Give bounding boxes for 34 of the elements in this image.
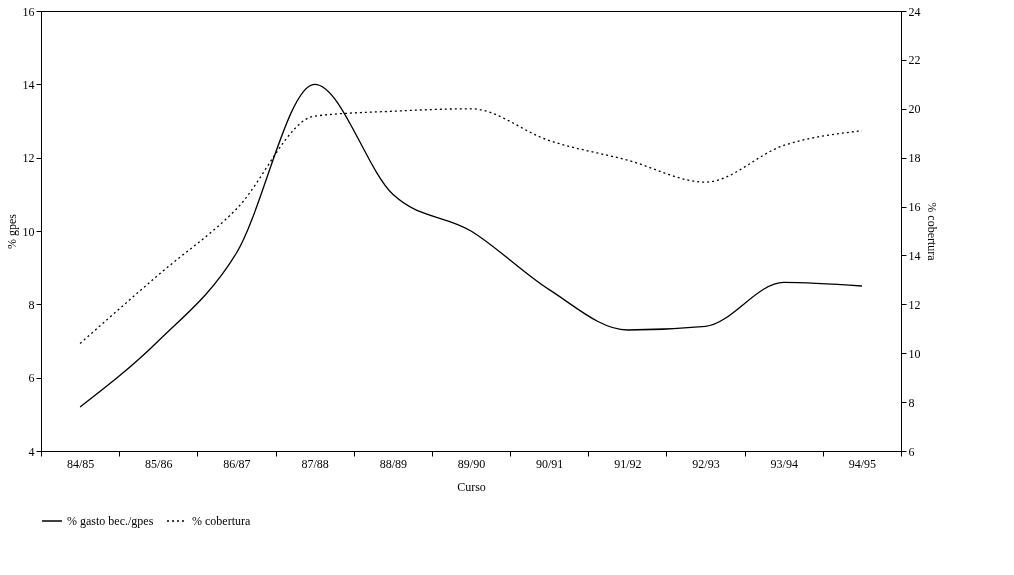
y2-tick-label: 22	[908, 53, 921, 68]
x-tick-label: 93/94	[770, 456, 798, 471]
x-axis-title: Curso	[457, 479, 486, 494]
y-tick-label: 8	[28, 297, 35, 312]
y-tick-label: 12	[22, 151, 35, 166]
y-tick-label: 10	[22, 224, 35, 239]
y-tick-label: 16	[22, 4, 35, 19]
x-tick-label: 91/92	[614, 456, 642, 471]
x-tick-label: 87/88	[301, 456, 329, 471]
y-tick-label: 4	[28, 444, 35, 459]
y2-tick-label: 14	[908, 248, 921, 263]
x-tick-label: 84/85	[66, 456, 95, 471]
y-tick-label: 14	[22, 77, 35, 92]
legend-label: % gasto bec./gpes	[67, 514, 154, 528]
y-tick-label: 6	[28, 371, 35, 386]
y2-axis-title: % cobertura	[924, 202, 939, 262]
x-tick-label: 88/89	[379, 456, 407, 471]
x-tick-label: 85/86	[145, 456, 173, 471]
x-tick-label: 90/91	[536, 456, 564, 471]
x-tick-label: 94/95	[848, 456, 877, 471]
y2-tick-label: 20	[908, 102, 921, 117]
x-tick-label: 89/90	[457, 456, 486, 471]
y2-tick-label: 18	[908, 151, 921, 166]
x-tick-label: 86/87	[223, 456, 251, 471]
legend-label: % cobertura	[192, 514, 251, 528]
y2-tick-label: 6	[908, 444, 915, 459]
y2-tick-label: 12	[908, 297, 921, 312]
x-tick-label: 92/93	[692, 456, 720, 471]
y2-tick-label: 10	[908, 346, 921, 361]
y-axis-title: % gpes	[4, 213, 19, 249]
line-series	[79, 83, 863, 408]
y2-tick-label: 16	[908, 200, 921, 215]
y2-tick-label: 24	[908, 4, 921, 19]
y2-tick-label: 8	[908, 395, 915, 410]
